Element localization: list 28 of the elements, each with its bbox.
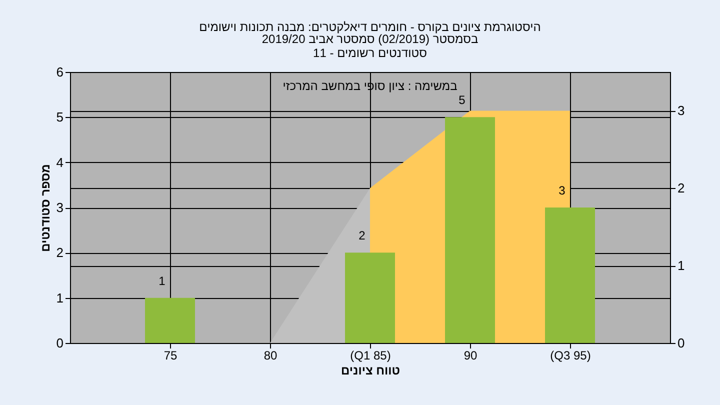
y-tick-label: 1 xyxy=(56,290,64,306)
chart-subtitle: בסמסטר (02/2019) סמסטר אביב 2019/20 סטודנטים רשומים - 11 xyxy=(262,32,478,60)
bar xyxy=(345,252,395,343)
y2-tick-label: 0 xyxy=(678,336,685,350)
y-tick-label: 3 xyxy=(56,200,64,215)
bar xyxy=(445,117,495,343)
x-tick-label: (Q3 95) xyxy=(550,348,591,362)
data-label: 5 xyxy=(458,93,466,108)
x-tick-label: 90 xyxy=(464,348,478,362)
x-tick-label: 75 xyxy=(164,348,178,362)
y-tick-label: 0 xyxy=(56,336,64,350)
x-tick-label: (Q1 85) xyxy=(350,348,391,362)
bar xyxy=(145,298,195,343)
y2-tick-label: 1 xyxy=(678,258,685,274)
y-tick-label: 5 xyxy=(56,110,64,125)
data-label: 2 xyxy=(358,228,366,243)
chart-title: היסטוגרמת ציונים בקורס - חומרים דיאלקטרים: מבנה תכונות וישומים xyxy=(199,20,541,34)
y2-tick-label: 2 xyxy=(678,180,685,196)
data-label: 3 xyxy=(558,184,566,198)
y-tick-label: 4 xyxy=(56,154,64,170)
x-axis-title: טווח ציונים xyxy=(341,364,400,378)
data-label: 1 xyxy=(158,274,166,288)
y2-tick-label: 3 xyxy=(678,103,685,118)
x-tick-label: 80 xyxy=(264,348,278,362)
bar xyxy=(545,208,595,343)
y-tick-label: 6 xyxy=(56,64,64,80)
y-tick-label: 2 xyxy=(56,245,64,260)
y-axis-title: מספר סטודנטים xyxy=(38,164,52,252)
